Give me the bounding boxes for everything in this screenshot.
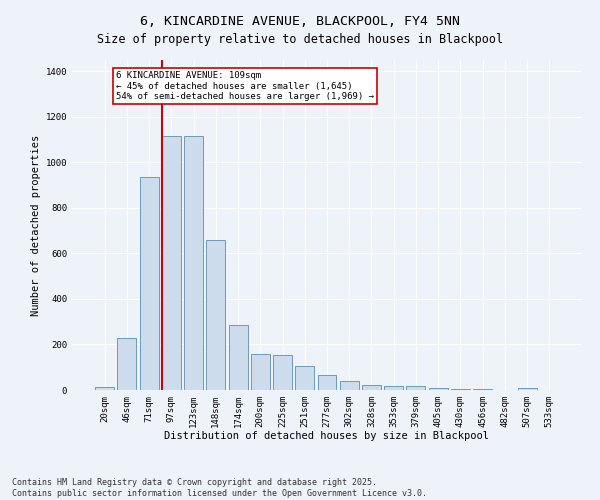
Y-axis label: Number of detached properties: Number of detached properties bbox=[31, 134, 41, 316]
Bar bbox=[362, 386, 381, 390]
Bar bbox=[518, 388, 536, 390]
Text: Size of property relative to detached houses in Blackpool: Size of property relative to detached ho… bbox=[97, 32, 503, 46]
Text: 6 KINCARDINE AVENUE: 109sqm
← 45% of detached houses are smaller (1,645)
54% of : 6 KINCARDINE AVENUE: 109sqm ← 45% of det… bbox=[116, 72, 374, 101]
X-axis label: Distribution of detached houses by size in Blackpool: Distribution of detached houses by size … bbox=[164, 432, 490, 442]
Bar bbox=[340, 381, 359, 390]
Bar bbox=[295, 366, 314, 390]
Bar bbox=[95, 386, 114, 390]
Text: 6, KINCARDINE AVENUE, BLACKPOOL, FY4 5NN: 6, KINCARDINE AVENUE, BLACKPOOL, FY4 5NN bbox=[140, 15, 460, 28]
Bar bbox=[118, 338, 136, 390]
Bar bbox=[251, 354, 270, 390]
Bar bbox=[406, 386, 425, 390]
Bar bbox=[206, 240, 225, 390]
Bar bbox=[384, 386, 403, 390]
Bar bbox=[429, 388, 448, 390]
Bar bbox=[451, 389, 470, 390]
Bar bbox=[317, 374, 337, 390]
Text: Contains HM Land Registry data © Crown copyright and database right 2025.
Contai: Contains HM Land Registry data © Crown c… bbox=[12, 478, 427, 498]
Bar bbox=[162, 136, 181, 390]
Bar bbox=[229, 325, 248, 390]
Bar bbox=[140, 177, 158, 390]
Bar bbox=[273, 354, 292, 390]
Bar bbox=[184, 136, 203, 390]
